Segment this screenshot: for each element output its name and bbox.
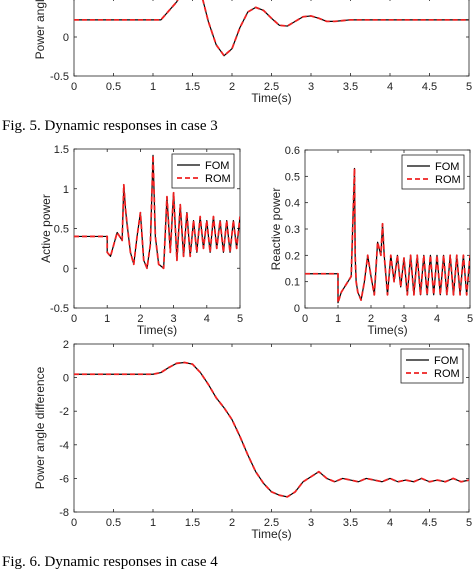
y-tick-label: -8 bbox=[59, 507, 69, 519]
chart-reactive-power: 0 1 2 3 4 5 0 0.1 0.2 0.3 0.4 0.5 0.6 Time(s) Reactive… bbox=[269, 145, 473, 337]
y-tick-label: 0 bbox=[63, 263, 69, 275]
y-tick-label: 0 bbox=[294, 303, 300, 315]
x-tick-label: 5 bbox=[466, 517, 472, 529]
legend-box bbox=[401, 154, 465, 190]
series-line-s1 bbox=[74, 0, 469, 57]
x-tick-label: 4 bbox=[204, 313, 210, 325]
x-tick-label: 5 bbox=[466, 81, 472, 93]
x-tick-label: 1 bbox=[150, 517, 156, 529]
x-tick-label: 1 bbox=[150, 81, 156, 93]
series-group bbox=[74, 361, 469, 498]
x-tick-label: 4.5 bbox=[422, 81, 437, 93]
y-tick-label: 0.5 bbox=[285, 171, 300, 183]
y-tick-label: -2 bbox=[59, 406, 69, 418]
y-axis-label: Reactive power bbox=[269, 188, 283, 271]
legend-label: FOM bbox=[205, 160, 229, 172]
x-tick-label: 0 bbox=[71, 81, 77, 93]
series-group bbox=[74, 154, 240, 270]
y-tick-label: -6 bbox=[59, 473, 69, 485]
series-line-rom bbox=[305, 167, 470, 304]
x-axis-label: Time(s) bbox=[137, 323, 177, 337]
x-tick-label: 1 bbox=[335, 313, 341, 325]
x-tick-label: 0 bbox=[71, 313, 77, 325]
y-tick-label: 1.5 bbox=[54, 144, 69, 156]
series-line-rom bbox=[74, 154, 240, 270]
x-tick-label: 2 bbox=[229, 517, 235, 529]
x-tick-label: 3 bbox=[171, 313, 177, 325]
x-tick-label: 3.5 bbox=[343, 81, 358, 93]
x-axis-label: Time(s) bbox=[251, 91, 291, 105]
legend-label: ROM bbox=[434, 368, 460, 380]
y-tick-label: 0.5 bbox=[54, 224, 69, 236]
x-tick-label: 0 bbox=[302, 313, 308, 325]
x-tick-label: 2 bbox=[137, 313, 143, 325]
x-tick-label: 4 bbox=[387, 517, 393, 529]
legend-label: FOM bbox=[434, 355, 458, 367]
y-tick-label: 0.4 bbox=[285, 198, 300, 210]
y-tick-label: -4 bbox=[59, 440, 69, 452]
x-tick-label: 4 bbox=[387, 81, 393, 93]
x-tick-label: 5 bbox=[467, 313, 473, 325]
x-tick-label: 3 bbox=[308, 517, 314, 529]
x-tick-label: 2 bbox=[368, 313, 374, 325]
caption-fig5: Fig. 5. Dynamic responses in case 3 bbox=[2, 118, 218, 134]
y-tick-label: -0.5 bbox=[50, 303, 69, 315]
x-tick-label: 2 bbox=[229, 81, 235, 93]
x-tick-label: 2.5 bbox=[264, 517, 279, 529]
legend-label: ROM bbox=[435, 174, 461, 186]
y-tick-label: 0 bbox=[63, 373, 69, 385]
chart-power-angle-difference: 0 0.5 1 1.5 2 2.5 3 3.5 4 4.5 5 -8 -6 -4 -2 0 2 Time(s) Po… bbox=[33, 339, 472, 541]
x-tick-label: 1.5 bbox=[185, 517, 200, 529]
x-tick-label: 1 bbox=[104, 313, 110, 325]
legend-label: FOM bbox=[435, 161, 459, 173]
x-tick-label: 1.5 bbox=[185, 81, 200, 93]
legend-box bbox=[400, 348, 464, 384]
x-tick-label: 3.5 bbox=[343, 517, 358, 529]
legend-label: ROM bbox=[205, 173, 231, 185]
x-tick-label: 5 bbox=[237, 313, 243, 325]
legend-box bbox=[171, 153, 235, 189]
y-tick-label: 2 bbox=[63, 339, 69, 351]
caption-fig6: Fig. 6. Dynamic responses in case 4 bbox=[2, 554, 218, 569]
x-tick-label: 0 bbox=[71, 517, 77, 529]
x-tick-label: 4 bbox=[434, 313, 440, 325]
series-group bbox=[305, 167, 470, 304]
y-tick-label: 1 bbox=[63, 184, 69, 196]
y-tick-label: 0 bbox=[63, 32, 69, 44]
x-tick-label: 0.5 bbox=[106, 517, 121, 529]
y-axis-label: Power angle bbox=[33, 0, 47, 59]
y-tick-label: 0.6 bbox=[285, 145, 300, 157]
x-axis-label: Time(s) bbox=[367, 323, 407, 337]
y-tick-label: 0.2 bbox=[285, 250, 300, 262]
y-tick-label: 0.3 bbox=[285, 224, 300, 236]
x-tick-label: 0.5 bbox=[106, 81, 121, 93]
y-tick-label: 0.1 bbox=[285, 277, 300, 289]
x-axis-label: Time(s) bbox=[251, 527, 291, 541]
x-tick-label: 2.5 bbox=[264, 81, 279, 93]
y-axis-label: Active power bbox=[39, 194, 53, 263]
y-axis-label: Power angle difference bbox=[33, 366, 47, 489]
series-line-s0 bbox=[74, 0, 469, 57]
series-group bbox=[74, 0, 469, 57]
x-tick-label: 3 bbox=[308, 81, 314, 93]
x-tick-label: 4.5 bbox=[422, 517, 437, 529]
series-line-rom bbox=[74, 361, 469, 498]
y-tick-label: -0.5 bbox=[50, 71, 69, 83]
plot-frame bbox=[73, 0, 470, 77]
x-tick-label: 3 bbox=[401, 313, 407, 325]
